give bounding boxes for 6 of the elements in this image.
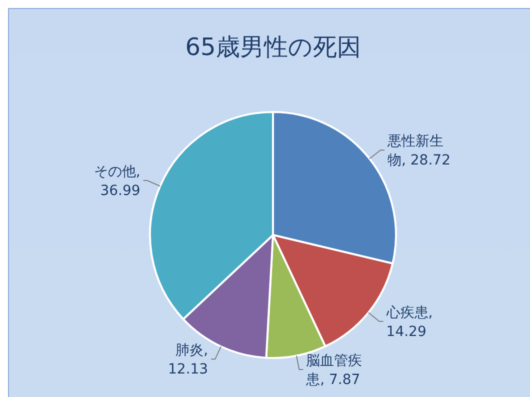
- slice-label: 脳血管疾患, 7.87: [305, 352, 362, 388]
- slice-label: 悪性新生物, 28.72: [386, 134, 450, 169]
- slice-label: 心疾患, 14.29: [385, 304, 433, 340]
- slice-label: その他, 36.99: [94, 164, 140, 200]
- slice-label: 肺炎, 12.13: [168, 342, 208, 378]
- chart-title: 65歳男性の死因: [185, 33, 361, 61]
